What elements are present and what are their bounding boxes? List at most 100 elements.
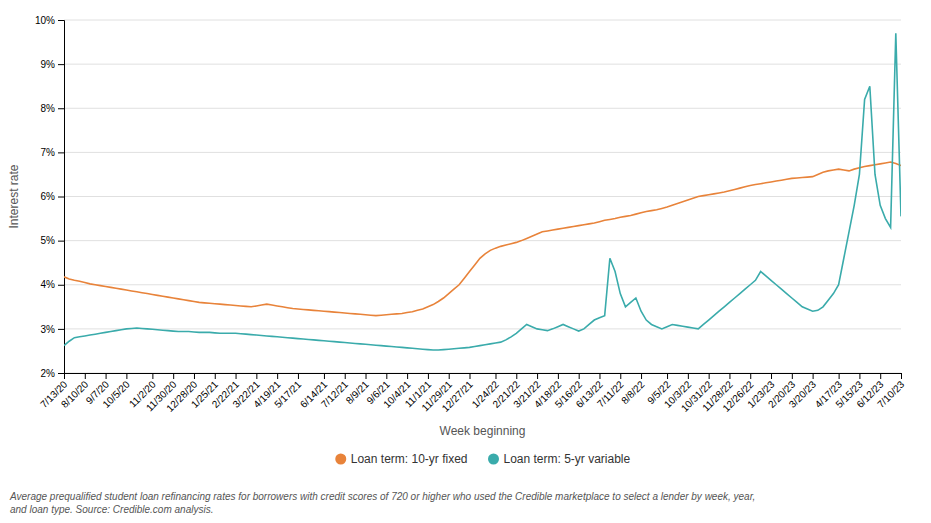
y-tick-mark bbox=[58, 241, 64, 242]
y-tick-label: 7% bbox=[41, 147, 56, 158]
grid-line bbox=[64, 328, 901, 329]
x-tick-label: 10/5/20 bbox=[100, 378, 132, 410]
x-tick-mark bbox=[256, 373, 257, 379]
x-tick-mark bbox=[386, 373, 387, 379]
x-tick-label: 5/17/21 bbox=[272, 378, 304, 410]
y-tick: 10% bbox=[35, 15, 64, 26]
x-tick-mark bbox=[366, 373, 367, 379]
legend-swatch bbox=[488, 454, 499, 465]
grid-line bbox=[64, 152, 901, 153]
y-tick-label: 3% bbox=[41, 324, 56, 335]
x-tick-mark bbox=[449, 373, 450, 379]
x-tick: 8/10/20 bbox=[59, 373, 91, 410]
grid-line bbox=[64, 20, 901, 21]
x-tick-mark bbox=[345, 373, 346, 379]
x-axis-title: Week beginning bbox=[440, 424, 526, 438]
x-tick-mark bbox=[298, 373, 299, 379]
y-axis-title: Interest rate bbox=[7, 164, 21, 228]
x-tick-mark bbox=[495, 373, 496, 379]
x-tick-label: 7/11/22 bbox=[595, 378, 626, 409]
chart: 2% 3% 4% 5% 6% 7% 8% 9% 10% 7/13/208/10/209/7/201… bbox=[0, 0, 931, 523]
y-tick-mark bbox=[58, 20, 64, 21]
y-tick: 9% bbox=[41, 59, 64, 70]
x-tick-mark bbox=[667, 373, 668, 379]
y-tick-mark bbox=[58, 329, 64, 330]
footnote-line: and loan type. Source: Credible.com anal… bbox=[10, 504, 213, 515]
x-axis: 7/13/208/10/209/7/2010/5/2011/2/2011/30/… bbox=[38, 373, 907, 414]
x-tick-mark bbox=[709, 373, 710, 379]
y-tick-label: 8% bbox=[41, 103, 56, 114]
legend-label: Loan term: 5-yr variable bbox=[503, 452, 630, 466]
y-tick: 7% bbox=[41, 147, 64, 158]
x-tick-label: 3/20/23 bbox=[787, 378, 819, 410]
grid-line bbox=[64, 64, 901, 65]
y-tick-mark bbox=[58, 197, 64, 198]
x-tick-mark bbox=[688, 373, 689, 379]
x-tick-mark bbox=[813, 373, 814, 379]
x-tick: 7/10/23 bbox=[875, 373, 907, 410]
y-tick-label: 4% bbox=[41, 279, 56, 290]
x-tick-mark bbox=[839, 373, 840, 379]
x-tick-mark bbox=[859, 373, 860, 379]
x-tick-mark bbox=[750, 373, 751, 379]
x-tick-mark bbox=[407, 373, 408, 379]
lines bbox=[64, 33, 901, 350]
y-axis: 2% 3% 4% 5% 6% 7% 8% 9% 10% bbox=[35, 15, 65, 379]
x-tick-label: 8/8/22 bbox=[619, 378, 647, 406]
x-tick-label: 8/10/20 bbox=[59, 378, 91, 410]
x-tick-mark bbox=[599, 373, 600, 379]
grid-line bbox=[64, 196, 901, 197]
y-tick-label: 5% bbox=[41, 235, 56, 246]
legend-swatch bbox=[335, 454, 346, 465]
footnote-line: Average prequalified student loan refina… bbox=[9, 491, 755, 502]
x-tick-mark bbox=[194, 373, 195, 379]
grid-line bbox=[64, 240, 901, 241]
series-line bbox=[64, 162, 901, 316]
x-tick: 8/8/22 bbox=[619, 373, 647, 406]
x-tick-mark bbox=[516, 373, 517, 379]
x-tick-mark bbox=[277, 373, 278, 379]
x-tick-label: 7/12/21 bbox=[319, 378, 351, 410]
y-tick: 5% bbox=[41, 235, 64, 246]
x-tick-mark bbox=[579, 373, 580, 379]
x-tick-mark bbox=[324, 373, 325, 379]
grid-line bbox=[64, 108, 901, 109]
y-tick-label: 6% bbox=[41, 191, 56, 202]
x-tick-mark bbox=[729, 373, 730, 379]
x-tick-mark bbox=[641, 373, 642, 379]
x-tick: 10/5/20 bbox=[100, 373, 132, 410]
x-tick-mark bbox=[126, 373, 127, 379]
legend-label: Loan term: 10-yr fixed bbox=[351, 452, 468, 466]
x-axis-line bbox=[65, 374, 902, 380]
x-tick-label: 7/10/23 bbox=[875, 378, 907, 410]
grid bbox=[64, 20, 901, 373]
plot: 2% 3% 4% 5% 6% 7% 8% 9% 10% 7/13/208/10/209/7/201… bbox=[35, 15, 907, 414]
series-line bbox=[64, 33, 901, 350]
x-tick-label: 12/27/21 bbox=[440, 378, 476, 414]
x-tick-mark bbox=[880, 373, 881, 379]
x-tick-mark bbox=[620, 373, 621, 379]
x-tick-mark bbox=[173, 373, 174, 379]
y-tick-mark bbox=[58, 285, 64, 286]
y-tick-mark bbox=[58, 64, 64, 65]
x-tick-mark bbox=[236, 373, 237, 379]
y-tick-mark bbox=[58, 108, 64, 109]
legend-item: Loan term: 5-yr variable bbox=[488, 452, 631, 466]
y-tick-mark bbox=[58, 152, 64, 153]
y-tick-label: 2% bbox=[41, 368, 56, 379]
y-tick-mark bbox=[58, 373, 64, 374]
x-tick-mark bbox=[771, 373, 772, 379]
x-tick-mark bbox=[106, 373, 107, 379]
y-axis-line bbox=[58, 21, 65, 374]
x-tick-mark bbox=[470, 373, 471, 379]
x-tick: 7/12/21 bbox=[319, 373, 351, 410]
x-tick-mark bbox=[64, 373, 65, 379]
x-tick-mark bbox=[792, 373, 793, 379]
y-tick-label: 9% bbox=[41, 59, 56, 70]
y-tick-label: 10% bbox=[35, 15, 55, 26]
x-tick-mark bbox=[152, 373, 153, 379]
legend: Loan term: 10-yr fixed Loan term: 5-yr va… bbox=[335, 452, 630, 466]
x-tick-mark bbox=[558, 373, 559, 379]
y-tick: 2% bbox=[41, 368, 64, 379]
y-tick: 8% bbox=[41, 103, 64, 114]
